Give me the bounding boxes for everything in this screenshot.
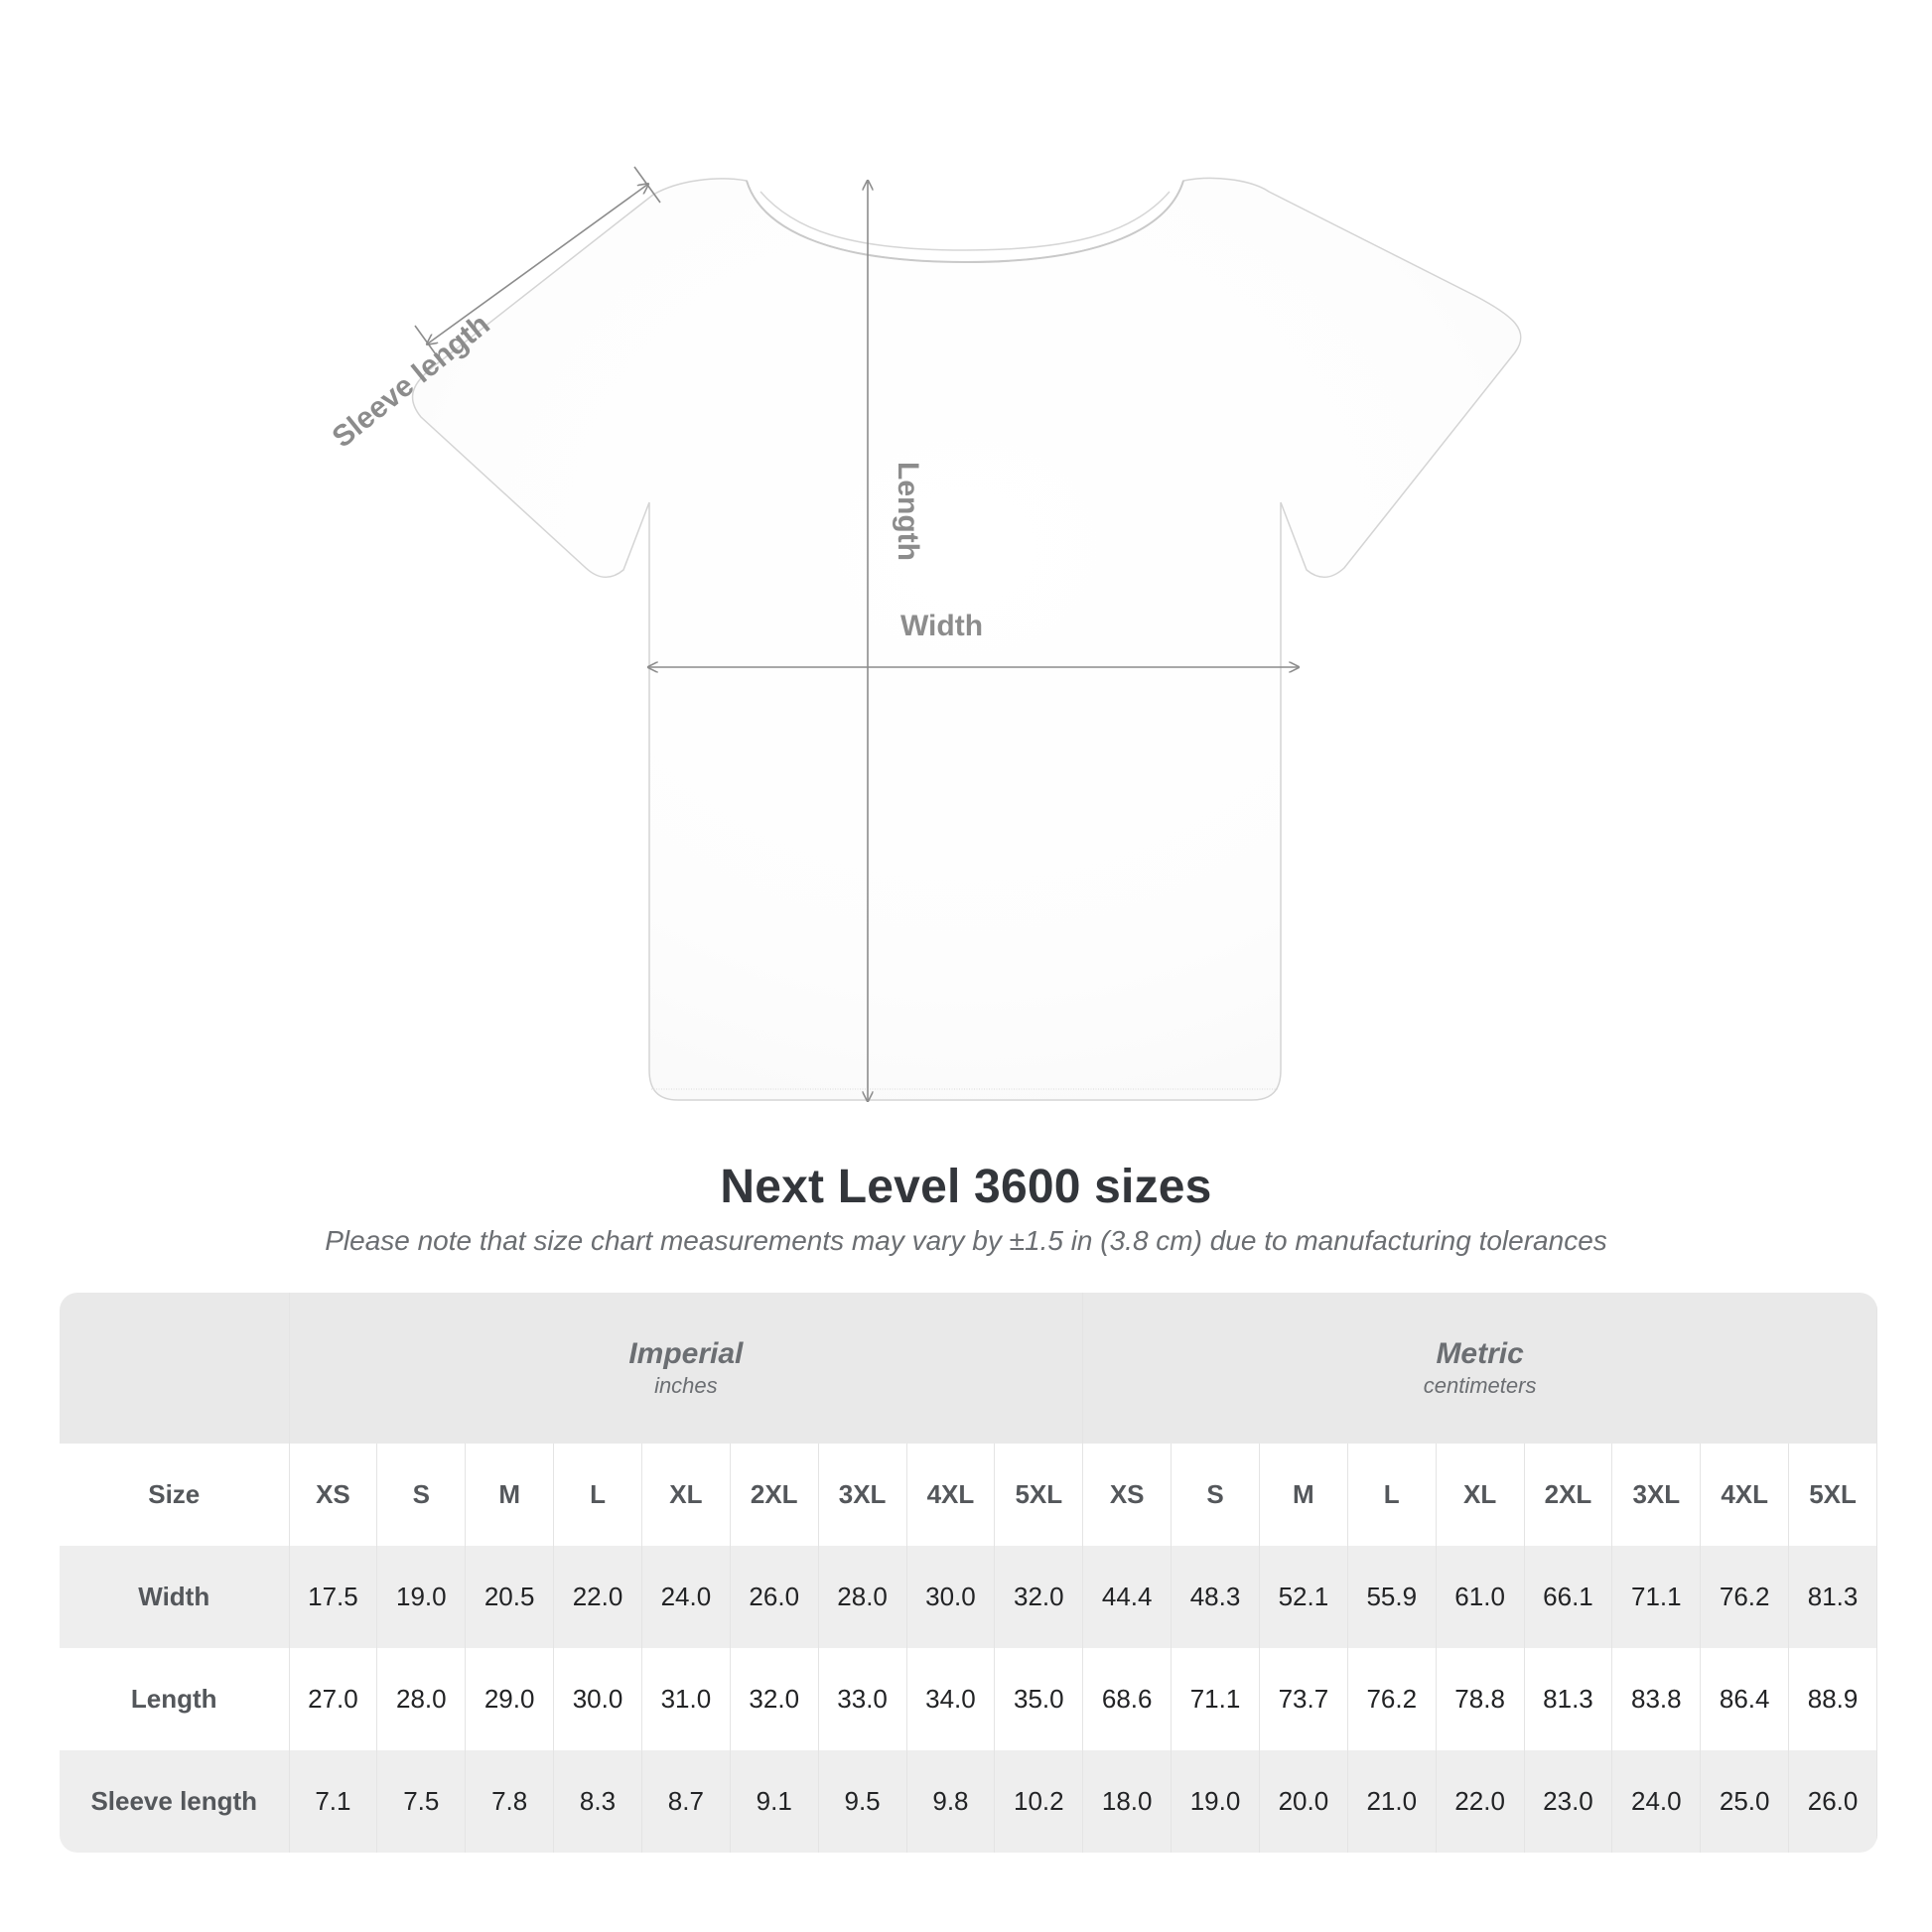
svg-text:Width: Width bbox=[900, 610, 983, 642]
svg-text:Length: Length bbox=[892, 462, 924, 561]
